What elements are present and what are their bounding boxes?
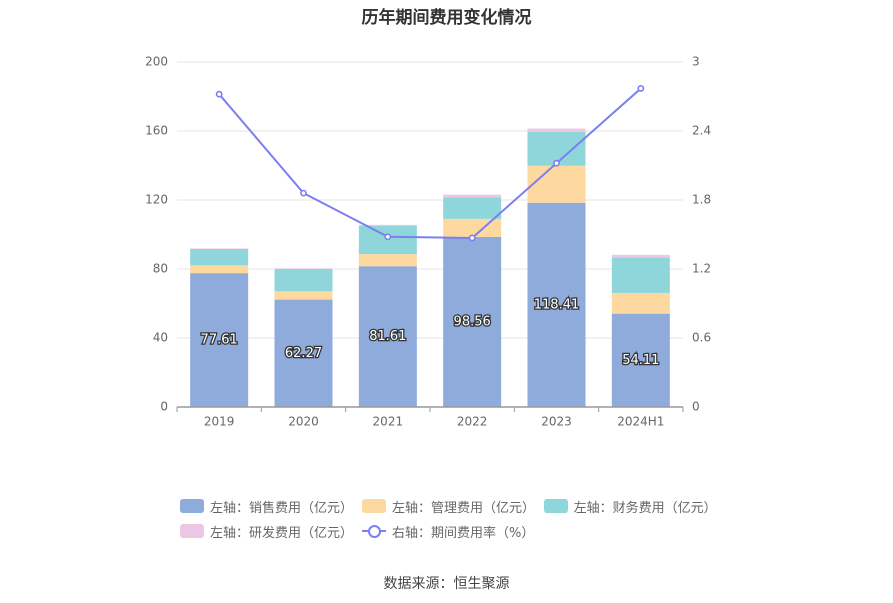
rate-point	[637, 85, 645, 92]
y-right-tick-label: 2.4	[692, 124, 711, 138]
y-right-tick-label: 0.6	[692, 331, 711, 345]
legend-line-circle-icon	[362, 524, 386, 538]
legend-item[interactable]: 右轴：期间费用率（%）	[362, 522, 544, 541]
legend-label: 左轴：研发费用（亿元）	[210, 525, 354, 541]
bar-segment-2	[274, 268, 333, 292]
y-left-tick-label: 200	[145, 55, 168, 69]
bar-segment-3	[527, 128, 586, 133]
legend-item[interactable]: 左轴：研发费用（亿元）	[180, 522, 362, 541]
bar-segment-1	[527, 165, 586, 203]
legend-item[interactable]: 左轴：管理费用（亿元）	[362, 497, 544, 516]
bar-data-label: 77.61	[201, 333, 238, 348]
legend-label: 左轴：销售费用（亿元）	[210, 500, 354, 516]
x-tick-label: 2023	[541, 415, 572, 429]
chart-title: 历年期间费用变化情况	[361, 8, 532, 28]
y-right-tick-label: 1.2	[692, 262, 711, 276]
y-left-tick-label: 0	[160, 400, 168, 414]
x-tick-label: 2022	[457, 415, 488, 429]
bar-segment-0	[443, 236, 502, 407]
legend-row-2: 左轴：研发费用（亿元） 右轴：期间费用率（%）	[180, 522, 544, 541]
rate-point	[468, 234, 476, 242]
x-tick-label: 2020	[288, 415, 319, 429]
rate-point	[215, 90, 223, 98]
legend-swatch-icon	[180, 524, 204, 538]
y-right-tick-label: 0	[692, 400, 700, 414]
legend-label: 右轴：期间费用率（%）	[392, 525, 535, 541]
bar-segment-0	[611, 313, 670, 407]
y-right-tick-label: 1.8	[692, 193, 711, 207]
legend-row-1: 左轴：销售费用（亿元） 左轴：管理费用（亿元） 左轴：财务费用（亿元）	[180, 497, 717, 516]
x-tick-label: 2021	[373, 415, 404, 429]
bar-data-label: 62.27	[285, 346, 322, 361]
chart-plot: 0 0 40 0.6 80 1.2 120 1.8 160 2.4 200 3 77.61 62.27 81…	[145, 55, 711, 429]
bar-segment-3	[190, 248, 249, 249]
rate-point	[553, 159, 560, 167]
bar-segment-1	[611, 292, 670, 314]
bar-data-label: 118.41	[534, 297, 580, 312]
legend-item[interactable]: 左轴：销售费用（亿元）	[180, 497, 362, 516]
bar-segment-0	[527, 202, 586, 407]
legend-label: 左轴：管理费用（亿元）	[392, 500, 536, 516]
bar-segment-3	[443, 194, 502, 198]
legend-label: 左轴：财务费用（亿元）	[573, 500, 717, 516]
bar-segment-2	[190, 248, 249, 266]
bar-segment-3	[274, 268, 333, 269]
y-left-tick-label: 120	[145, 193, 168, 207]
bar-segment-1	[274, 291, 333, 300]
legend-swatch-icon	[180, 499, 204, 513]
bar-data-label: 54.11	[622, 353, 659, 368]
rate-point	[384, 233, 392, 241]
bar-data-label: 98.56	[454, 314, 491, 329]
data-source-note: 数据来源：恒生聚源	[383, 576, 510, 592]
rate-point	[300, 189, 307, 197]
rate-line	[218, 87, 642, 239]
legend-swatch-icon	[544, 499, 568, 513]
y-left-tick-label: 160	[145, 124, 168, 138]
bar-segment-0	[358, 266, 417, 407]
y-right-tick-label: 3	[692, 55, 700, 69]
y-left-tick-label: 40	[153, 331, 168, 345]
x-tick-label: 2019	[204, 415, 235, 429]
bar-segment-1	[443, 218, 502, 237]
x-tick-label: 2024H1	[617, 415, 664, 429]
bar-segment-3	[358, 224, 417, 226]
legend-swatch-icon	[362, 499, 386, 513]
bar-segment-1	[190, 265, 249, 274]
bar-data-label: 81.61	[369, 329, 406, 344]
bar-segment-3	[611, 254, 670, 258]
bar-segment-0	[190, 273, 249, 407]
bar-segment-1	[358, 254, 417, 267]
y-left-tick-label: 80	[153, 262, 168, 276]
bar-segment-2	[611, 257, 670, 293]
bar-segment-2	[443, 197, 502, 219]
bar-segment-0	[274, 299, 333, 407]
legend-item[interactable]: 左轴：财务费用（亿元）	[544, 497, 717, 516]
